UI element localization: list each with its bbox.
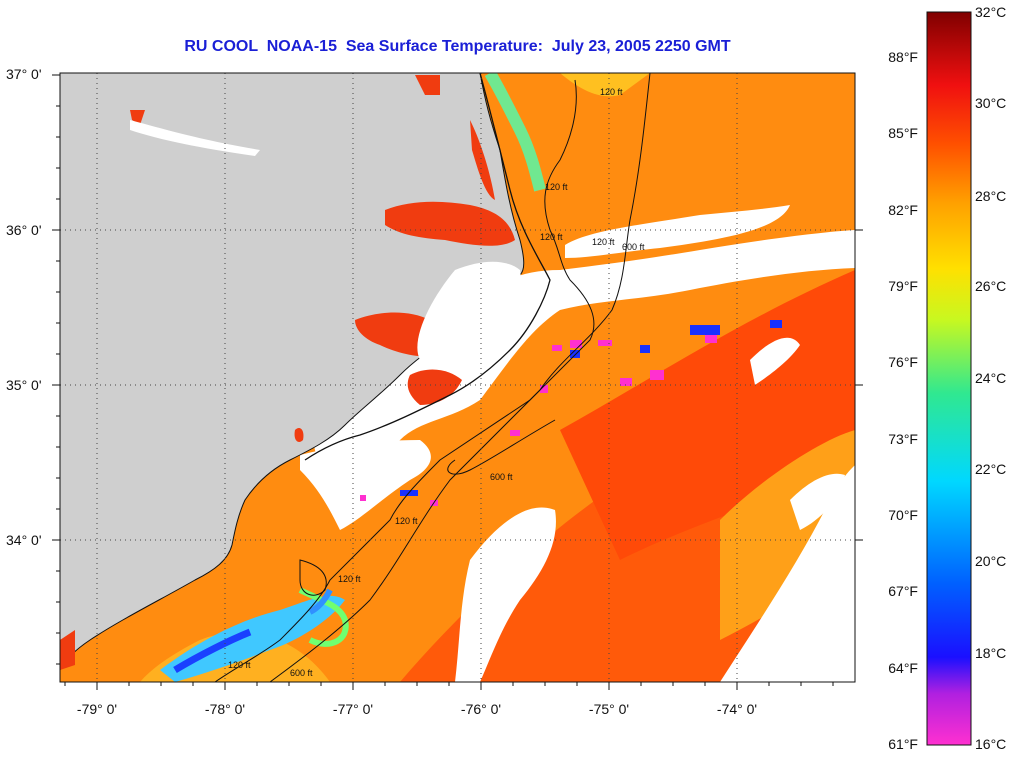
isobath-label: 600 ft [490, 472, 513, 482]
color-bar-gradient [926, 11, 972, 746]
map-title: RU COOL NOAA-15 Sea Surface Temperature:… [184, 38, 731, 55]
isobath-label: 120 ft [395, 516, 418, 526]
c-label: 28°C [975, 188, 1006, 204]
f-label: 64°F [888, 660, 918, 676]
f-label: 79°F [888, 278, 918, 294]
isobath-label: 120 ft [592, 237, 615, 247]
color-bar: 88°F 85°F 82°F 79°F 76°F 73°F 70°F 67°F … [888, 4, 1006, 752]
lat-label: 37° 0' [6, 66, 42, 82]
lon-label: -79° 0' [77, 701, 117, 717]
isobath-label: 600 ft [290, 668, 313, 678]
upwelling-core [308, 588, 333, 615]
c-label: 32°C [975, 4, 1006, 20]
lat-label: 34° 0' [6, 532, 42, 548]
c-label: 26°C [975, 278, 1006, 294]
lat-label: 36° 0' [6, 222, 42, 238]
f-label: 82°F [888, 202, 918, 218]
f-label: 73°F [888, 431, 918, 447]
outer-banks-coastline [304, 73, 551, 461]
lat-label: 35° 0' [6, 377, 42, 393]
c-label: 22°C [975, 461, 1006, 477]
isobath-label: 120 ft [545, 182, 568, 192]
f-label: 61°F [888, 736, 918, 752]
map-area [60, 73, 855, 682]
lon-label: -78° 0' [205, 701, 245, 717]
c-label: 16°C [975, 736, 1006, 752]
isobath-label: 600 ft [622, 242, 645, 252]
cold-core-streak [173, 628, 252, 674]
lon-label: -74° 0' [717, 701, 757, 717]
lon-label: -77° 0' [333, 701, 373, 717]
latitude-labels: 37° 0' 36° 0' 35° 0' 34° 0' [6, 66, 42, 548]
isobath-contours [214, 73, 651, 682]
c-label: 18°C [975, 645, 1006, 661]
isobath-label: 120 ft [338, 574, 361, 584]
f-label: 67°F [888, 583, 918, 599]
isobath-label: 120 ft [228, 660, 251, 670]
celsius-labels: 32°C 30°C 28°C 26°C 24°C 22°C 20°C 18°C … [975, 4, 1006, 752]
isobath-label: 120 ft [600, 87, 623, 97]
axis-ticks [52, 74, 863, 690]
f-label: 70°F [888, 507, 918, 523]
northern-shelf-warm [560, 73, 650, 97]
inland-lakes [130, 120, 260, 156]
map-frame [59, 72, 856, 683]
f-label: 88°F [888, 49, 918, 65]
cold-streak [160, 595, 345, 682]
c-label: 30°C [975, 95, 1006, 111]
lon-label: -76° 0' [461, 701, 501, 717]
c-label: 20°C [975, 553, 1006, 569]
f-label: 85°F [888, 125, 918, 141]
longitude-labels: -79° 0' -78° 0' -77° 0' -76° 0' -75° 0' … [77, 701, 757, 717]
northern-cool-plume [484, 73, 546, 192]
lon-label: -75° 0' [589, 701, 629, 717]
c-label: 24°C [975, 370, 1006, 386]
pamlico-sound [417, 261, 521, 367]
fahrenheit-labels: 88°F 85°F 82°F 79°F 76°F 73°F 70°F 67°F … [888, 49, 918, 752]
isobath-label: 120 ft [540, 232, 563, 242]
f-label: 76°F [888, 354, 918, 370]
isobath-labels: 120 ft 120 ft 120 ft 120 ft 600 ft 600 f… [228, 87, 645, 678]
